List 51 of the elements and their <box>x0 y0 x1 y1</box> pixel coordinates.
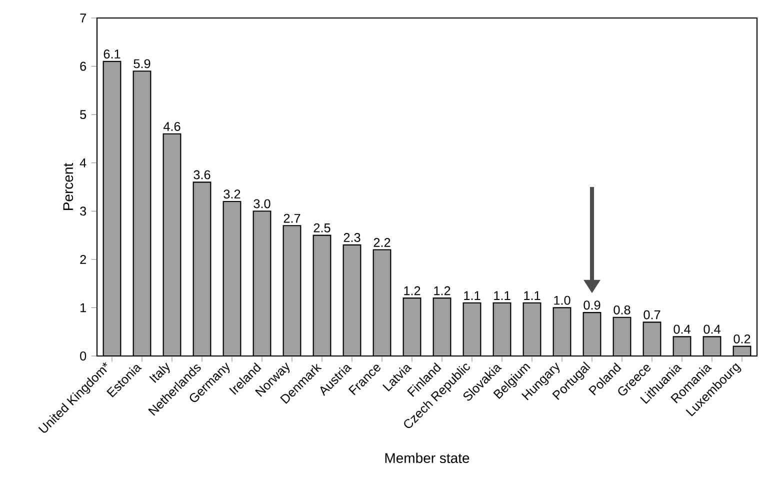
bar <box>253 211 271 356</box>
y-tick-label: 2 <box>80 255 86 264</box>
bar <box>283 226 301 356</box>
bar <box>583 312 601 356</box>
data-label: 2.7 <box>284 214 300 223</box>
data-label: 0.7 <box>644 310 660 320</box>
y-tick-label: 0 <box>80 352 86 360</box>
data-label: 4.6 <box>163 122 180 131</box>
bar <box>373 250 391 356</box>
data-label: 2.2 <box>374 238 390 247</box>
bar <box>523 302 541 356</box>
data-label: 1.2 <box>434 286 450 296</box>
y-tick-label: 5 <box>80 110 86 119</box>
data-label: 3.6 <box>194 170 210 180</box>
data-label: 2.5 <box>314 223 330 232</box>
data-label: 0.4 <box>674 324 690 334</box>
data-label: 0.9 <box>584 300 600 310</box>
data-label: 0.8 <box>614 305 630 314</box>
bar <box>133 71 151 356</box>
x-axis-title: Member state <box>385 452 470 464</box>
bar <box>553 308 571 356</box>
data-label: 1.2 <box>404 286 420 296</box>
data-label: 0.4 <box>704 324 720 334</box>
y-tick-label: 6 <box>80 62 86 71</box>
data-label: 1.1 <box>464 291 480 300</box>
bar <box>403 298 421 356</box>
bar <box>103 61 121 356</box>
data-label: 1.1 <box>524 291 540 300</box>
data-label: 3.0 <box>254 199 270 208</box>
bar <box>163 134 181 356</box>
data-label: 0.2 <box>734 334 750 344</box>
data-label: 1.0 <box>554 296 570 305</box>
data-label: 6.1 <box>104 50 120 59</box>
data-label: 2.3 <box>344 233 360 242</box>
bar <box>193 182 211 356</box>
data-label: 5.9 <box>134 59 150 68</box>
bar <box>313 235 331 356</box>
bar <box>433 298 451 356</box>
y-axis-title: Percent <box>63 162 74 210</box>
bar <box>463 302 481 356</box>
y-tick-label: 3 <box>80 206 86 216</box>
y-tick-label: 1 <box>80 303 86 312</box>
bar <box>493 302 511 356</box>
data-label: 3.2 <box>224 190 240 199</box>
y-tick-label: 4 <box>80 158 86 168</box>
data-label: 1.1 <box>494 291 510 300</box>
bar <box>643 322 661 356</box>
y-tick-label: 7 <box>80 14 86 22</box>
bar <box>343 244 361 356</box>
bar <box>613 317 631 356</box>
bar <box>223 201 241 356</box>
